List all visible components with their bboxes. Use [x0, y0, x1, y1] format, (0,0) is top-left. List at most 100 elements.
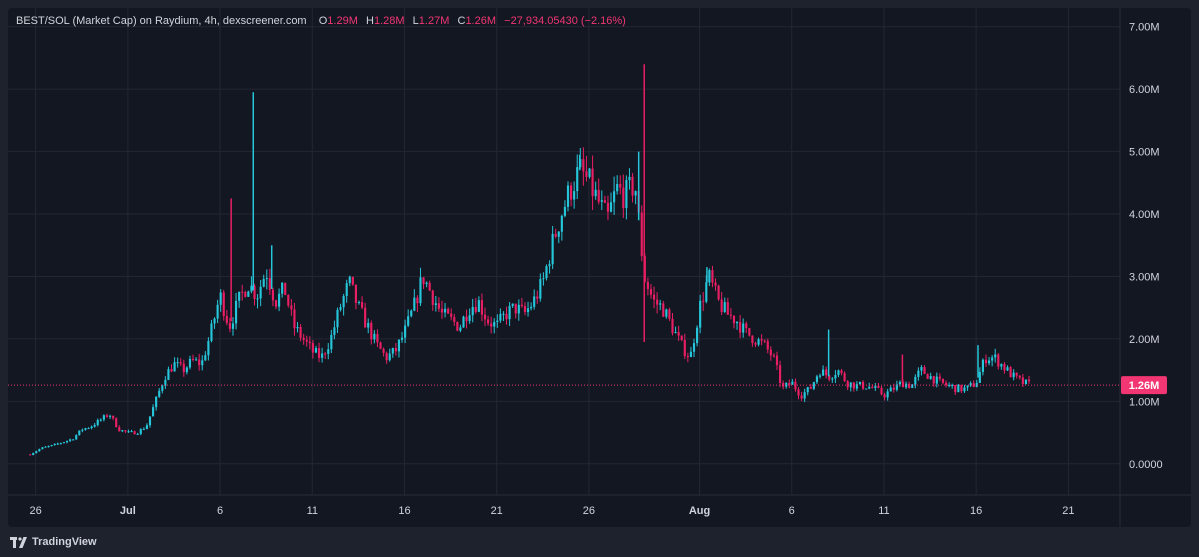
last-price-value: 1.26M — [1129, 380, 1160, 392]
candle-body — [702, 300, 705, 302]
candle-body — [404, 325, 407, 338]
candle-body — [299, 326, 302, 338]
candle-body — [151, 407, 155, 417]
candle-body — [809, 387, 812, 389]
candle-body — [530, 306, 533, 309]
candle-body — [671, 318, 674, 334]
candle-body — [493, 321, 496, 327]
candle-body — [957, 384, 960, 393]
y-tick-label: 5.00M — [1129, 147, 1160, 159]
x-tick-label: 11 — [307, 505, 318, 517]
candle-body — [935, 376, 938, 384]
candle-body — [348, 276, 351, 284]
candle-body — [1006, 367, 1009, 371]
candle-body — [462, 316, 465, 328]
candle-body — [954, 385, 957, 393]
candle-body — [520, 304, 523, 307]
candle-body — [914, 376, 917, 385]
candle-body — [115, 418, 118, 428]
candle-body — [600, 200, 603, 202]
candle-body — [413, 297, 416, 311]
candle-body — [905, 383, 908, 388]
time-axis[interactable]: 26 Jul 6 11 16 21 26 Aug 6 11 16 21 — [30, 505, 1075, 517]
legend-close-label: C — [457, 15, 466, 27]
candle-body — [379, 342, 382, 349]
candle-body — [978, 371, 981, 383]
candle-body — [539, 279, 542, 299]
candle-body — [818, 375, 822, 377]
candle-body — [170, 369, 173, 372]
candle-body — [182, 363, 185, 373]
candle-body — [603, 200, 606, 203]
candle-body — [241, 291, 244, 293]
candle-body — [93, 425, 96, 427]
candle-body — [354, 284, 357, 303]
footer[interactable]: TradingView — [10, 533, 97, 551]
candle-body — [858, 381, 862, 385]
candle-body — [938, 376, 941, 379]
candle-body — [357, 302, 361, 304]
candle-body — [87, 428, 90, 430]
candle-body — [699, 300, 702, 328]
candle-body — [778, 365, 782, 383]
candle-body — [981, 359, 984, 372]
candle-body — [763, 340, 766, 342]
candle-body — [966, 385, 969, 388]
candle-body — [382, 348, 385, 353]
candle-body — [1027, 379, 1031, 382]
candle-body — [591, 168, 594, 197]
candle-body — [846, 381, 849, 388]
candle-body — [443, 308, 447, 313]
candle-body — [308, 341, 311, 344]
candle-body — [41, 447, 44, 450]
candle-body — [791, 381, 794, 385]
candle-body — [944, 382, 948, 386]
candle-body — [800, 395, 803, 399]
candle-body — [634, 191, 637, 196]
x-tick-label: 11 — [878, 505, 889, 517]
candle-body — [213, 318, 216, 324]
candle-body — [689, 351, 693, 358]
candle-body — [923, 367, 926, 374]
candle-body — [207, 341, 210, 356]
candle-body — [659, 303, 662, 305]
price-axis[interactable]: 0.0000 1.00M 2.00M 3.00M 4.00M 5.00M 6.00M 7.00… — [1129, 22, 1163, 471]
candle-body — [305, 339, 308, 342]
candle-body — [219, 292, 222, 305]
candle-body — [400, 337, 404, 340]
candle-body — [711, 270, 714, 283]
candle-body — [511, 303, 514, 307]
candle-body — [65, 440, 69, 443]
candle-body — [176, 362, 179, 364]
candle-body — [47, 446, 50, 448]
candle-body — [425, 282, 428, 285]
candle-body — [616, 183, 619, 192]
candle-body — [788, 382, 791, 385]
chart-panel[interactable]: 0.0000 1.00M 2.00M 3.00M 4.00M 5.00M 6.00M 7.00… — [8, 8, 1191, 527]
candle-body — [195, 359, 198, 361]
candlestick-chart[interactable]: 0.0000 1.00M 2.00M 3.00M 4.00M 5.00M 6.00M 7.00… — [8, 8, 1191, 527]
candle-body — [975, 382, 978, 387]
candle-body — [622, 187, 625, 209]
candle-body — [29, 454, 32, 456]
candle-body — [576, 167, 579, 192]
legend-low-label: L — [412, 15, 419, 27]
candle-body — [185, 367, 188, 373]
x-tick-label: 26 — [30, 505, 42, 517]
candle-body — [766, 341, 769, 350]
candle-body — [244, 292, 247, 297]
candle-body — [274, 300, 278, 307]
candle-body — [726, 302, 729, 315]
y-tick-label: 4.00M — [1129, 209, 1160, 221]
candle-body — [450, 313, 453, 317]
y-tick-label: 1.00M — [1129, 396, 1160, 408]
candle-body — [677, 332, 680, 336]
candle-body — [517, 304, 520, 314]
candle-body — [75, 435, 78, 440]
candle-body — [877, 385, 880, 388]
candle-body — [96, 420, 99, 426]
candle-body — [105, 415, 109, 417]
candle-body — [262, 279, 265, 287]
candle-body — [775, 355, 779, 366]
candle-body — [720, 299, 723, 313]
